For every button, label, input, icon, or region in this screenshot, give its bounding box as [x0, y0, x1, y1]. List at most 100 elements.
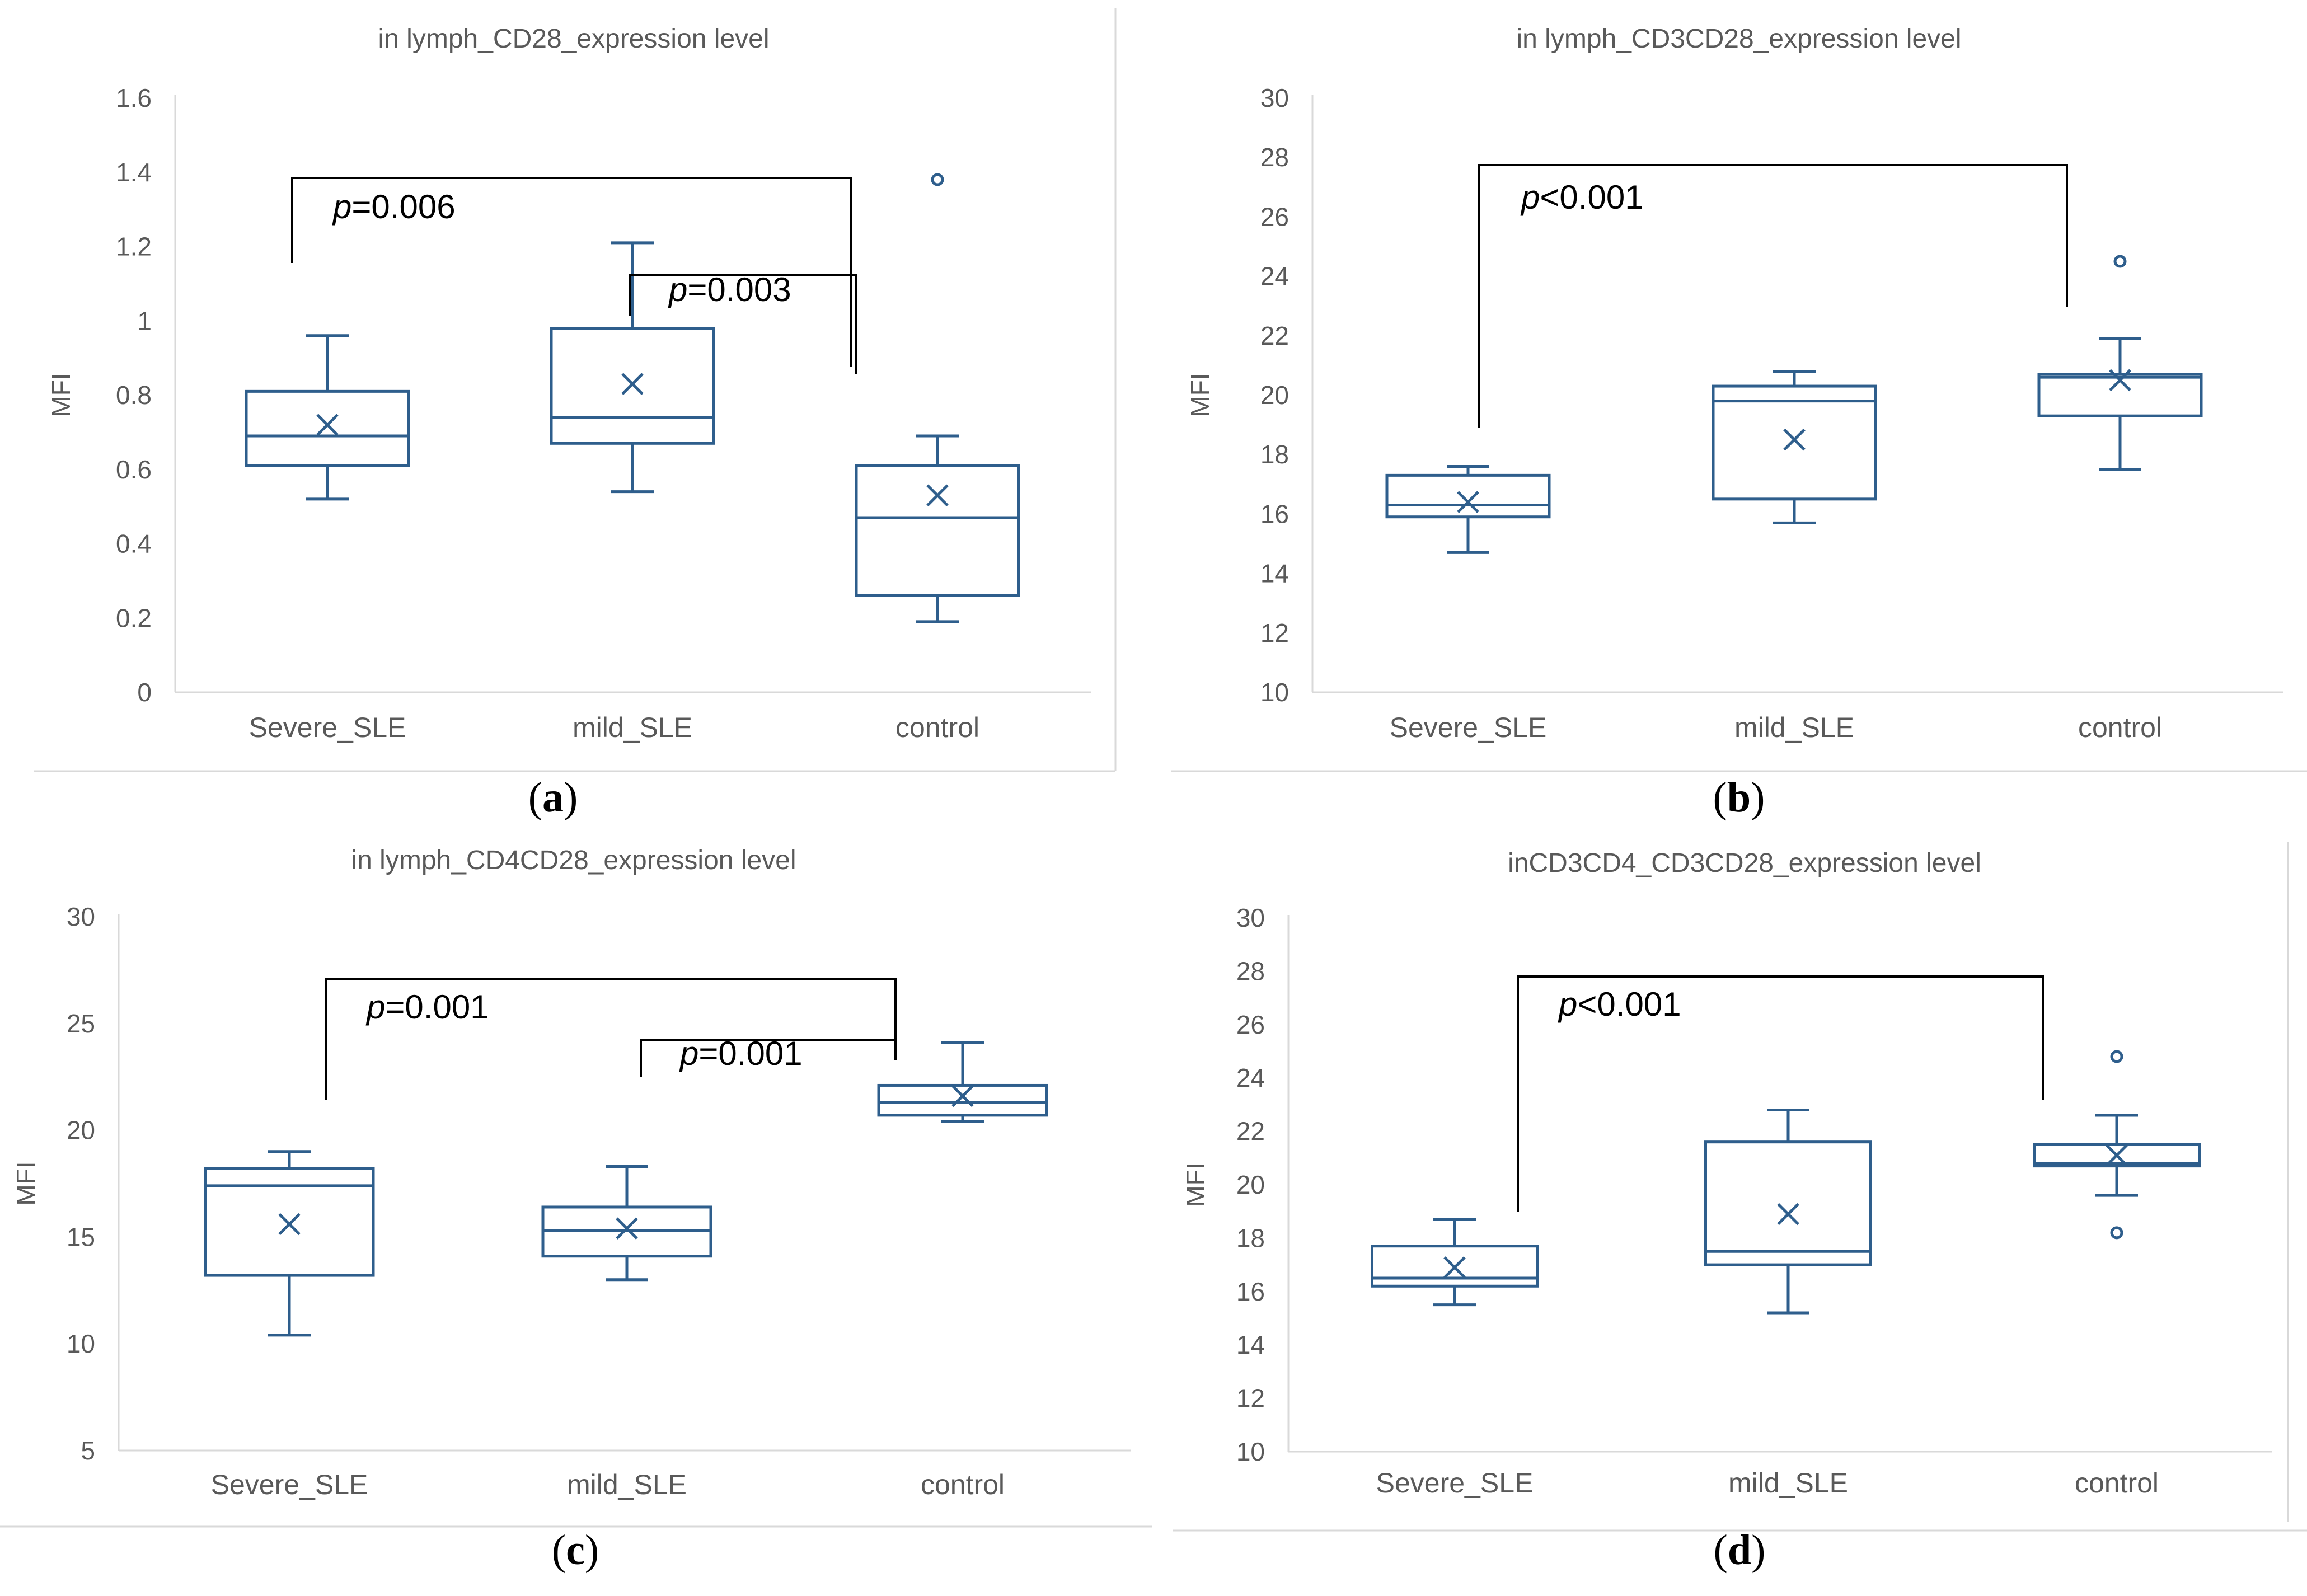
y-axis-label: MFI — [1185, 373, 1215, 417]
mean-marker — [621, 373, 644, 395]
chart-title: inCD3CD4_CD3CD28_expression level — [1508, 848, 1981, 878]
y-tick-label: 10 — [1236, 1437, 1265, 1466]
panel-label-close: ) — [585, 1527, 599, 1574]
y-tick-label: 16 — [1236, 1277, 1265, 1306]
significance-bracket — [1517, 975, 2044, 1212]
y-tick-label: 24 — [1260, 262, 1289, 291]
chart-panel-b: in lymph_CD3CD28_expression level 10 12 14 1… — [1171, 24, 2307, 821]
y-tick-label: 14 — [1236, 1330, 1265, 1359]
y-tick-label: 1.6 — [116, 83, 152, 112]
iqr-box — [2037, 373, 2203, 417]
chart-title: in lymph_CD3CD28_expression level — [1516, 24, 1961, 54]
significance-annotation: p<0.001 — [1478, 164, 2068, 428]
significance-annotation: p<0.001 — [1517, 975, 2044, 1212]
y-tick-label: 12 — [1260, 618, 1289, 647]
box-mild_SLE — [1712, 370, 1877, 524]
mean-marker — [1777, 1203, 1799, 1226]
y-tick-label: 18 — [1236, 1223, 1265, 1252]
box-mild_SLE — [541, 1165, 712, 1282]
panel-label-open: ( — [1713, 774, 1727, 821]
panel-label-letter: c — [566, 1527, 585, 1574]
y-axis-label: MFI — [1181, 1162, 1210, 1207]
y-tick-label: 26 — [1260, 202, 1289, 231]
box-control — [2037, 255, 2203, 471]
significance-bracket — [629, 274, 857, 374]
p-value-label: p<0.001 — [1558, 985, 1681, 1023]
outlier-point — [931, 173, 944, 186]
chart-panel-c: in lymph_CD4CD28_expression level 5 10 15 20… — [0, 846, 1152, 1574]
y-tick-label: 22 — [1260, 321, 1289, 350]
y-tick-label: 5 — [81, 1436, 95, 1465]
outlier-point — [2110, 1050, 2123, 1063]
mean-marker — [1457, 491, 1479, 513]
y-tick-label: 30 — [67, 902, 95, 931]
p-value-label: p=0.006 — [332, 188, 456, 226]
x-category-label: mild_SLE — [1728, 1467, 1848, 1499]
y-tick-label: 1 — [137, 306, 152, 335]
iqr-box — [550, 327, 715, 445]
panel-label-open: ( — [528, 774, 542, 821]
x-category-label: Severe_SLE — [211, 1469, 368, 1500]
y-tick-label: 18 — [1260, 440, 1289, 469]
box-mild_SLE — [550, 241, 715, 494]
mean-marker — [316, 414, 339, 436]
box-control — [2033, 1050, 2201, 1240]
p-value-label: p=0.003 — [668, 271, 791, 308]
chart-title: in lymph_CD4CD28_expression level — [351, 846, 796, 875]
mean-marker — [616, 1217, 638, 1240]
p-value: =0.003 — [687, 271, 791, 308]
iqr-box — [245, 389, 410, 467]
iqr-box — [2033, 1143, 2201, 1168]
significance-annotation: p=0.001 — [640, 1035, 895, 1077]
significance-bracket — [325, 978, 897, 1100]
x-category-label: control — [921, 1469, 1005, 1500]
p-value: <0.001 — [1577, 985, 1681, 1023]
iqr-box — [855, 464, 1020, 597]
p-symbol: p — [679, 1035, 698, 1072]
x-category-label: Severe_SLE — [1376, 1467, 1534, 1499]
mean-marker — [2106, 1144, 2128, 1167]
box-Severe_SLE — [245, 334, 410, 501]
chart-panel-a: in lymph_CD28_expression level 0 0.2 0.4 0.6… — [34, 8, 1117, 821]
y-tick-label: 0.6 — [116, 455, 152, 484]
y-tick-label: 22 — [1236, 1117, 1265, 1146]
mean-marker — [951, 1085, 974, 1107]
chart-panel-d: inCD3CD4_CD3CD28_expression level 10 12 14 1… — [1173, 842, 2307, 1574]
significance-bracket — [1478, 164, 2068, 428]
p-symbol: p — [1558, 985, 1577, 1023]
significance-annotation: p=0.003 — [629, 271, 857, 374]
p-value: <0.001 — [1540, 179, 1643, 216]
iqr-box — [877, 1083, 1048, 1117]
panel-label: (b) — [1713, 774, 1765, 821]
y-tick-label: 26 — [1236, 1010, 1265, 1039]
p-value-label: p=0.001 — [365, 988, 489, 1026]
x-category-label: control — [2078, 712, 2162, 743]
p-symbol: p — [365, 988, 385, 1026]
y-tick-label: 25 — [67, 1009, 95, 1038]
y-tick-label: 30 — [1236, 903, 1265, 932]
y-tick-label: 10 — [1260, 678, 1289, 707]
x-category-label: control — [2075, 1467, 2159, 1499]
y-tick-label: 0.8 — [116, 381, 152, 410]
iqr-box — [1371, 1245, 1539, 1288]
significance-annotation: p=0.006 — [291, 177, 852, 367]
mean-marker — [2109, 369, 2131, 392]
box-Severe_SLE — [1385, 464, 1551, 554]
mean-marker — [278, 1213, 301, 1236]
p-symbol: p — [332, 188, 351, 226]
panel-label-close: ) — [564, 774, 578, 821]
significance-bracket — [291, 177, 852, 367]
iqr-box — [1385, 473, 1551, 519]
x-category-label: mild_SLE — [1734, 712, 1854, 743]
y-tick-label: 14 — [1260, 559, 1289, 588]
y-tick-label: 12 — [1236, 1384, 1265, 1413]
iqr-box — [204, 1167, 375, 1277]
p-value: =0.001 — [385, 988, 489, 1026]
x-category-label: mild_SLE — [573, 712, 692, 743]
panel-label-open: ( — [1714, 1527, 1728, 1574]
y-tick-label: 1.4 — [116, 158, 152, 187]
x-category-label: Severe_SLE — [1390, 712, 1547, 743]
p-value: =0.001 — [698, 1035, 802, 1072]
y-tick-label: 0.4 — [116, 529, 152, 558]
